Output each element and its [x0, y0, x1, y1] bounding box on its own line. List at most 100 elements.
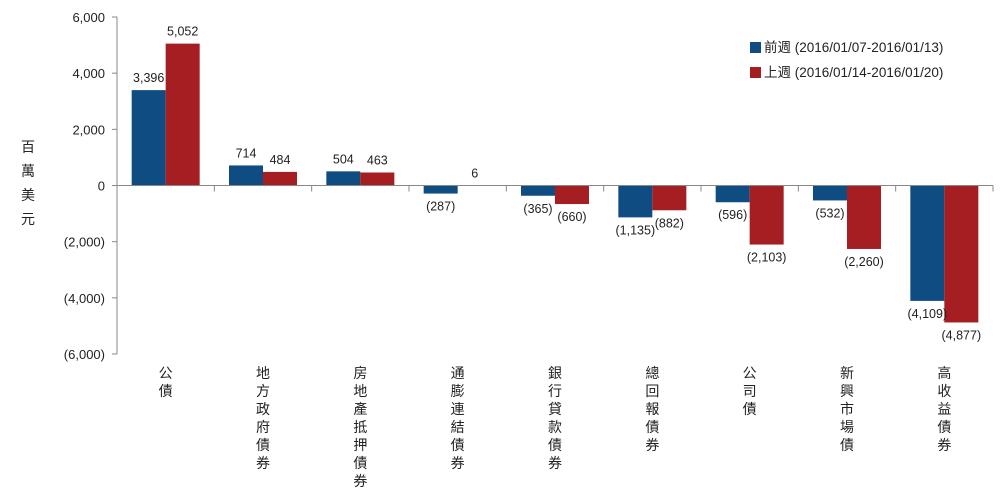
category-label-char: 債: [548, 438, 562, 454]
data-labels: 3,396 5,052 714 484 504 463 (287) 6 (365) (660) (1…: [133, 25, 981, 343]
data-label: (1,135): [616, 223, 656, 237]
y-tick-label: 0: [98, 179, 105, 194]
data-label: 714: [236, 146, 257, 160]
category-label-char: 回: [645, 384, 659, 400]
category-label-char: 地: [353, 384, 367, 400]
bar-prev-week: [423, 185, 458, 194]
category-label-char: 券: [451, 456, 465, 472]
y-tick-label: 4,000: [72, 66, 105, 81]
bar-prev-week: [715, 185, 750, 203]
legend-label: 上週 (2016/01/14-2016/01/20): [764, 65, 943, 80]
category-labels: 公債地方政府債券房地產抵押債券通膨連結債券銀行貸款債券總回報債券公司債新興市場債…: [159, 365, 952, 490]
bar-last-week: [555, 185, 589, 205]
data-label: 463: [367, 153, 388, 167]
category-label-char: 收: [937, 384, 951, 400]
data-label: (287): [426, 200, 455, 214]
category-label-char: 銀: [548, 366, 562, 382]
category-label-char: 債: [159, 384, 173, 400]
category-label-char: 高: [937, 365, 951, 382]
bar-prev-week: [229, 165, 263, 186]
category-label-char: 地: [256, 366, 270, 382]
data-label: 5,052: [167, 25, 198, 39]
category-label-char: 場: [840, 420, 854, 436]
category-label-char: 新: [840, 366, 854, 382]
y-tick-label: 2,000: [72, 122, 105, 137]
category-label-char: 司: [743, 384, 757, 400]
category-label-char: 貸: [548, 402, 562, 418]
bar-prev-week: [813, 185, 847, 201]
category-label-char: 債: [256, 438, 270, 454]
y-tick-label: (4,000): [64, 291, 105, 306]
category-label-char: 連: [451, 402, 465, 418]
category-label-char: 券: [256, 456, 270, 472]
category-label-char: 押: [353, 438, 367, 454]
bars: [131, 43, 979, 323]
data-label: (532): [815, 206, 844, 220]
category-label-char: 益: [937, 402, 951, 418]
category-label: 公債: [159, 366, 173, 400]
category-label-char: 總: [645, 365, 659, 382]
category-label: 公司債: [743, 366, 757, 418]
category-label-char: 市: [840, 401, 854, 418]
y-tick-label: 6,000: [72, 10, 105, 25]
data-label: 484: [270, 153, 291, 167]
data-label: (2,103): [747, 251, 787, 265]
data-label: 3,396: [133, 71, 164, 85]
y-axis-label-char: 百: [21, 140, 35, 156]
bar-prev-week: [521, 185, 555, 196]
y-axis-label-char: 萬: [21, 164, 35, 180]
data-label: (365): [523, 202, 552, 216]
category-label-char: 膨: [451, 383, 465, 400]
category-label-char: 券: [937, 438, 951, 454]
data-label: 6: [471, 167, 478, 181]
legend-swatch: [750, 67, 761, 78]
data-label: (596): [718, 208, 747, 222]
bar-prev-week: [326, 171, 361, 186]
category-label-char: 興: [840, 384, 854, 400]
bar-last-week: [652, 185, 687, 211]
category-label-char: 政: [256, 402, 270, 418]
bar-last-week: [360, 172, 395, 186]
y-axis-label-char: 美: [21, 188, 35, 204]
data-label: (660): [557, 210, 586, 224]
data-label: 504: [333, 152, 354, 166]
data-label: (882): [655, 216, 684, 230]
category-label-char: 產: [353, 401, 367, 418]
y-axis: 6,000 4,000 2,000 0 (2,000) (4,000) (6,000): [64, 10, 118, 362]
category-label-char: 房: [353, 366, 367, 382]
category-label-char: 方: [256, 384, 270, 400]
category-label-char: 債: [840, 438, 854, 454]
legend-label: 前週 (2016/01/07-2016/01/13): [764, 39, 943, 55]
bar-last-week: [847, 185, 881, 249]
legend: 前週 (2016/01/07-2016/01/13) 上週 (2016/01/14…: [750, 39, 943, 80]
data-label: (4,877): [942, 328, 982, 342]
category-label-char: 券: [645, 438, 659, 454]
category-label-char: 債: [451, 438, 465, 454]
category-label-char: 券: [353, 474, 367, 490]
bar-prev-week: [131, 90, 166, 186]
data-label: (4,109): [908, 307, 948, 321]
category-label-char: 公: [743, 366, 757, 382]
category-label-char: 債: [743, 402, 757, 418]
category-label-char: 府: [256, 420, 270, 436]
y-tick-label: (2,000): [64, 235, 105, 250]
bar-prev-week: [910, 185, 945, 301]
y-axis-label-char: 元: [21, 212, 35, 228]
category-label-char: 行: [548, 384, 562, 400]
bar-last-week: [749, 185, 784, 245]
bar-last-week: [944, 185, 979, 323]
category-label-char: 公: [159, 366, 173, 382]
y-tick-label: (6,000): [64, 347, 105, 362]
bar-last-week: [263, 171, 297, 186]
category-label-char: 債: [937, 420, 951, 436]
category-label-char: 通: [451, 366, 465, 382]
category-label-char: 報: [645, 402, 659, 418]
